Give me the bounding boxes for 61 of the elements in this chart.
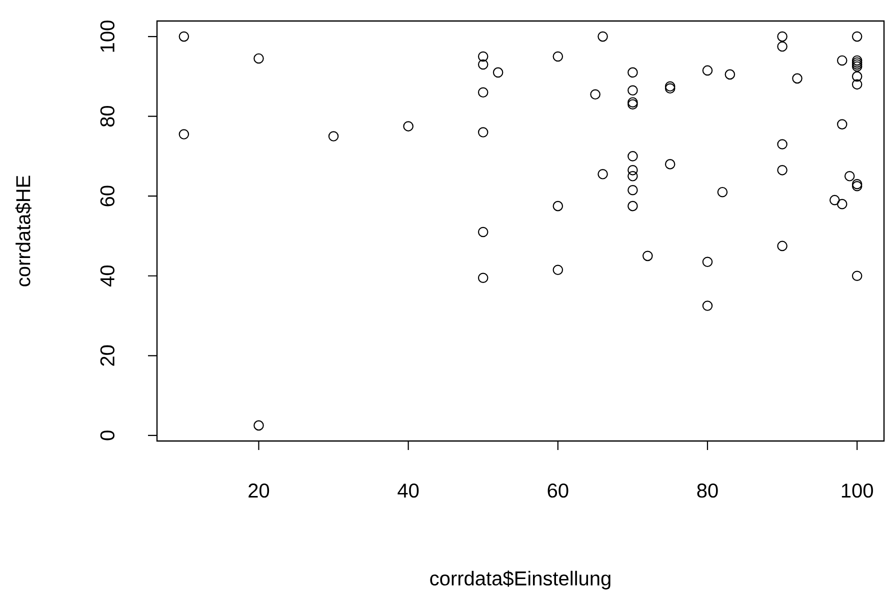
point [829,194,840,206]
point [552,200,564,212]
point [852,270,862,282]
point [852,79,862,90]
point [254,420,264,431]
x-axis-title: corrdata$Einstellung [430,570,610,590]
point [590,89,600,100]
x-tick-label: 80 [697,484,718,498]
point [178,129,190,140]
point [844,171,855,182]
point [254,53,264,64]
point [478,51,488,62]
y-tick-label: 60 [100,186,114,206]
point [403,121,414,132]
point [852,71,862,82]
point [777,240,788,252]
point [628,85,638,96]
point [628,67,638,78]
point [777,41,788,52]
point [792,73,802,84]
point [598,31,608,42]
x-tick-label: 100 [842,484,873,498]
y-tick-label: 100 [100,20,114,52]
point [628,200,638,212]
point [598,169,608,180]
point [724,69,736,80]
point [178,31,190,42]
point [642,250,653,262]
point [552,51,564,62]
point [717,186,728,198]
point [702,65,713,76]
x-tick-label: 60 [548,484,568,498]
point [328,131,339,142]
point [702,256,713,268]
point [777,165,788,176]
point [628,165,638,176]
point [702,300,713,311]
y-tick-label: 40 [100,266,114,287]
point [478,127,488,138]
point [852,31,862,42]
x-tick-label: 20 [248,484,270,498]
point [664,159,676,170]
point [478,226,488,238]
y-tick-label: 20 [100,345,114,366]
point [478,59,488,70]
point [836,198,848,210]
y-axis-title: corrdata$HE [15,176,32,286]
y-tick-label: 80 [100,106,114,127]
point [777,139,788,150]
point [552,264,564,276]
point [478,272,488,284]
point [836,55,848,66]
point [478,87,488,98]
point [836,119,848,130]
point [628,184,638,196]
point [628,171,638,182]
point [628,151,638,162]
point [492,67,504,78]
y-tick-label: 0 [100,430,114,440]
point [777,31,788,42]
x-tick-label: 40 [398,484,419,498]
